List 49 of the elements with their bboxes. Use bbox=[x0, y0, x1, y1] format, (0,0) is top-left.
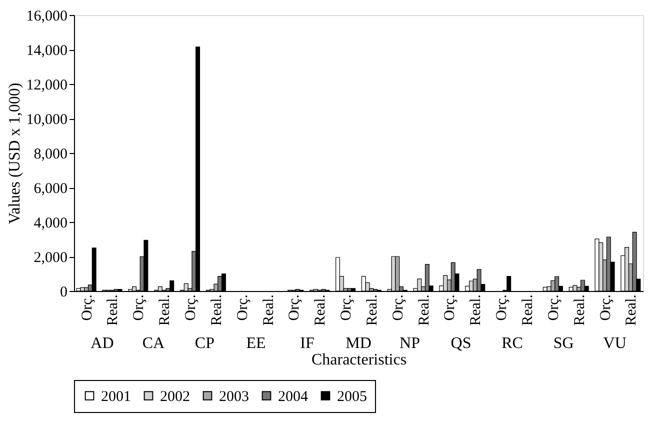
legend-label: 2001 bbox=[101, 388, 131, 405]
text: QS bbox=[450, 335, 472, 352]
y-tick-label: 6,000 bbox=[34, 181, 68, 197]
legend-label: 2004 bbox=[278, 388, 308, 405]
x-tick-label: Real. bbox=[572, 294, 588, 326]
x-tick-label: Orç. bbox=[286, 294, 303, 321]
x-tick-label: Real. bbox=[468, 294, 484, 326]
x-tick-label: Real. bbox=[624, 294, 640, 326]
text: SG bbox=[553, 335, 574, 352]
text: NP bbox=[400, 335, 420, 352]
x-tick-label: Orç. bbox=[183, 294, 200, 321]
x-axis-title: Characteristics bbox=[311, 352, 407, 369]
y-tick-label: 14,000 bbox=[26, 43, 68, 59]
x-tick-label: Orç. bbox=[546, 294, 562, 321]
y-tick-label: 10,000 bbox=[26, 112, 68, 128]
x-tick-label: Orç. bbox=[598, 294, 614, 321]
text: CA bbox=[142, 335, 166, 352]
x-tick-label: Real. bbox=[105, 294, 122, 326]
text: CP bbox=[194, 335, 215, 352]
y-tick-label: 0 bbox=[60, 284, 68, 300]
legend-label: 2003 bbox=[219, 388, 249, 405]
legend-label: 2002 bbox=[160, 388, 190, 405]
x-tick-label: Orç. bbox=[338, 294, 355, 321]
x-tick-label: Orç. bbox=[442, 294, 458, 321]
x-tick-label: Orç. bbox=[131, 294, 148, 321]
text: EE bbox=[246, 335, 266, 352]
x-tick-label: Real. bbox=[157, 294, 174, 326]
y-tick-label: 16,000 bbox=[26, 8, 68, 24]
x-tick-label: Real. bbox=[520, 294, 536, 326]
y-tick-label: 2,000 bbox=[34, 250, 68, 266]
text: IF bbox=[300, 335, 314, 352]
x-tick-label: Real. bbox=[416, 294, 432, 326]
y-tick-label: 12,000 bbox=[26, 78, 68, 94]
x-tick-label: Orç. bbox=[79, 294, 96, 321]
x-tick-label: Real. bbox=[364, 294, 380, 326]
legend-label: 2005 bbox=[337, 388, 367, 405]
text: AD bbox=[90, 335, 114, 352]
text: RC bbox=[502, 335, 523, 352]
x-tick-label: Orç. bbox=[390, 294, 406, 321]
x-tick-label: Real. bbox=[312, 294, 329, 326]
x-tick-label: Orç. bbox=[494, 294, 510, 321]
y-tick-label: 4,000 bbox=[34, 216, 68, 232]
text: MD bbox=[346, 335, 372, 352]
x-tick-label: Orç. bbox=[234, 294, 251, 321]
text: VU bbox=[603, 335, 627, 352]
y-tick-label: 8,000 bbox=[34, 146, 68, 162]
y-axis-title: Values (USD x 1,000) bbox=[6, 82, 24, 224]
x-tick-label: Real. bbox=[208, 294, 225, 326]
x-tick-label: Real. bbox=[260, 294, 277, 326]
